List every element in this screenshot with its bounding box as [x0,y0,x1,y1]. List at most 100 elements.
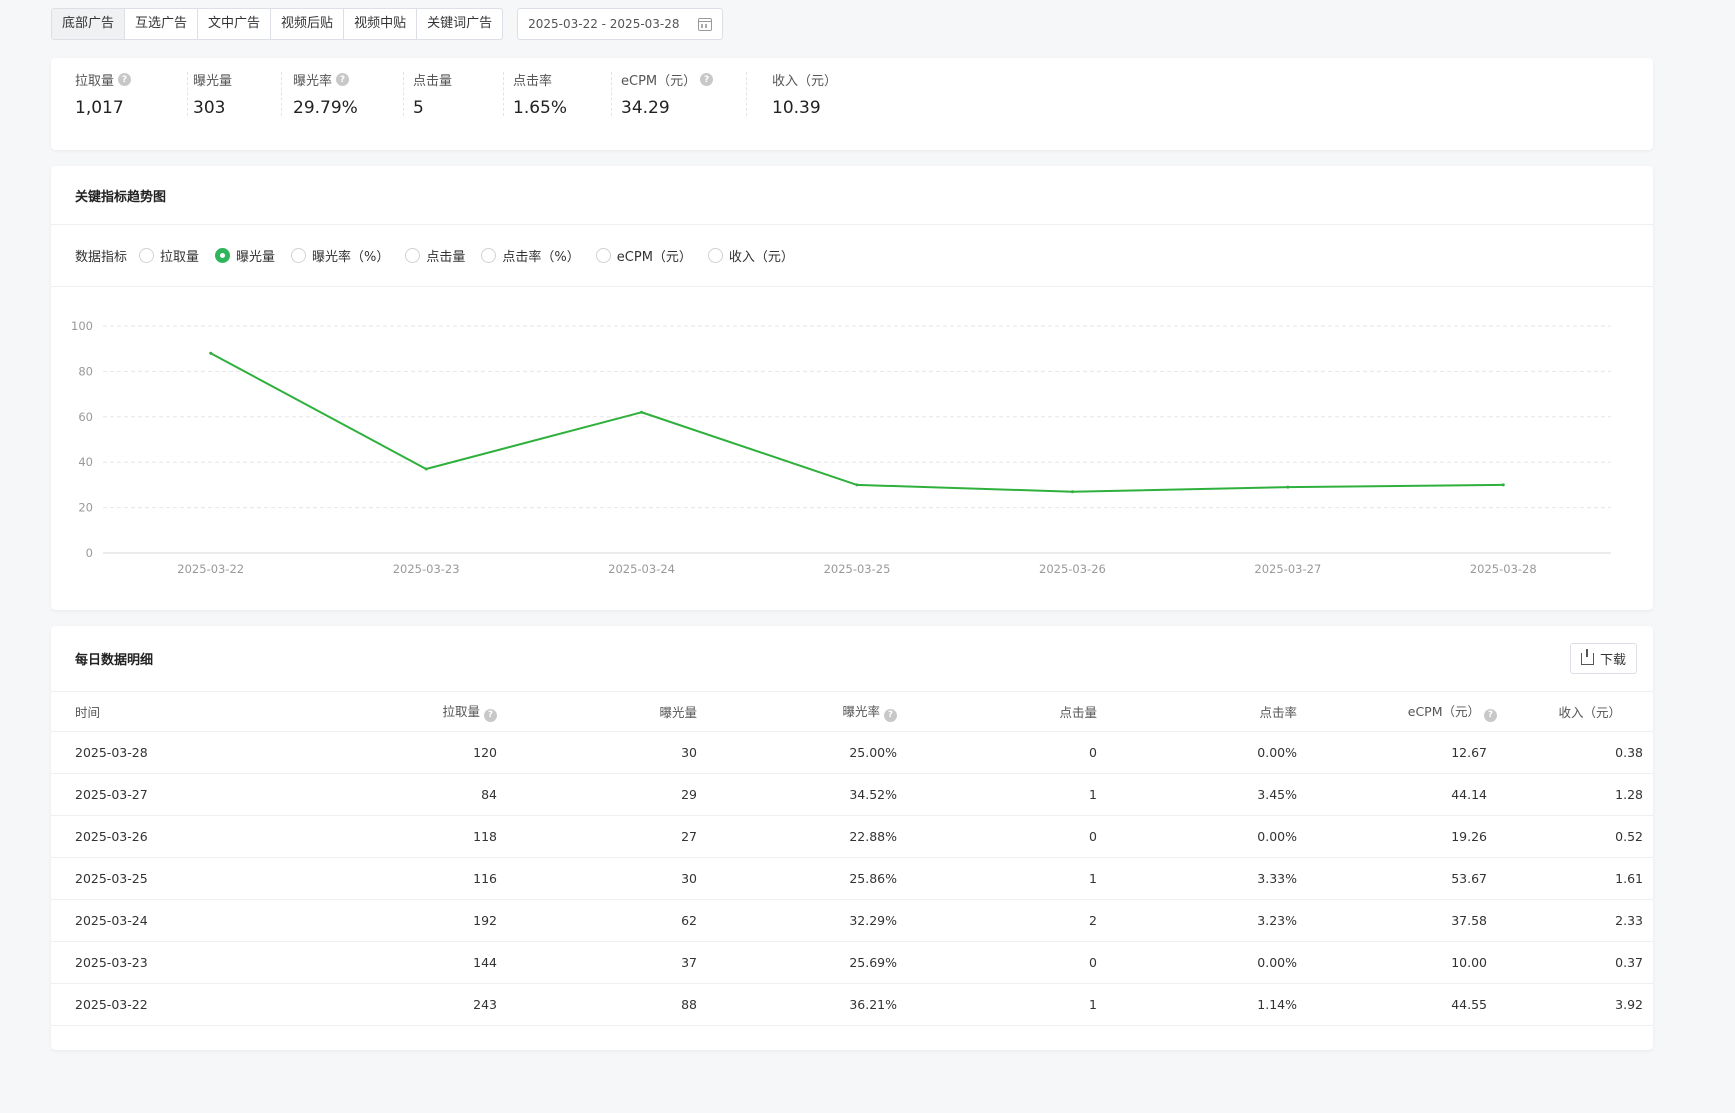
metric-value: 29.79% [293,98,358,118]
cell-clicks: 1 [907,773,1107,816]
help-icon[interactable]: ? [484,708,497,722]
cell-pull-count: 144 [261,941,507,984]
radio-dot[interactable] [291,248,307,263]
radio-ecpm[interactable]: eCPM（元） [595,246,692,265]
x-tick-label: 2025-03-27 [1254,562,1321,576]
cell-clicks: 0 [907,815,1107,858]
data-point [640,410,644,414]
y-tick-label: 0 [86,546,93,560]
column-header-label: 拉取量 [442,704,480,720]
radio-impression-rate[interactable]: 曝光率（%） [291,246,389,265]
cell-pull-count: 120 [261,731,507,774]
radio-revenue[interactable]: 收入（元） [707,246,794,265]
cell-pull-count: 192 [261,899,507,942]
separator [503,72,504,116]
metric-label: 曝光量 [193,74,233,89]
divider [51,224,1653,225]
summary-metric-ctr: 点击率 1.65% [503,58,621,150]
cell-impression-rate: 22.88% [707,815,907,858]
tab-mutual-select-ad[interactable]: 互选广告 [125,9,199,39]
cell-time: 2025-03-27 [51,773,261,816]
column-header-impressions: 曝光量 [507,691,707,732]
cell-impressions: 88 [507,983,707,1026]
radio-label: 点击率（%） [502,250,580,265]
radio-dot[interactable] [707,248,723,263]
separator [403,72,404,116]
tab-bottom-ad[interactable]: 底部广告 [52,9,126,39]
download-button[interactable]: 下载 [1569,643,1637,674]
data-point [855,483,859,487]
cell-time: 2025-03-26 [51,815,261,858]
radio-dot[interactable] [215,248,231,263]
radio-dot[interactable] [595,248,611,263]
table-row: 2025-03-28 120 30 25.00% 0 0.00% 12.67 0.38 [51,731,1653,774]
column-header-label: 曝光量 [659,705,697,720]
help-icon[interactable]: ? [884,708,897,722]
metric-radio-group: 数据指标 拉取量 曝光量 曝光率（%） 点击量 点击率（%） eCPM（元） 收… [51,225,1653,286]
radio-impressions[interactable]: 曝光量 [215,246,275,265]
y-tick-label: 40 [78,455,93,469]
separator [281,72,282,116]
separator [746,72,747,116]
help-icon[interactable]: ? [1484,708,1497,722]
radio-label: 点击量 [426,250,466,265]
tab-in-article-ad[interactable]: 文中广告 [198,9,272,39]
tab-keyword-ad[interactable]: 关键词广告 [427,16,493,31]
cell-ecpm: 37.58 [1307,899,1507,942]
tab-video-mid-roll[interactable]: 视频中贴 [344,9,418,39]
y-tick-label: 80 [78,364,93,378]
cell-clicks: 2 [907,899,1107,942]
help-icon[interactable]: ? [700,73,714,86]
column-header-label: 时间 [75,705,101,720]
daily-detail-header: 每日数据明细 下载 [51,626,1653,691]
column-header-label: 点击率 [1259,705,1297,720]
date-range-picker[interactable]: 2025-03-22 - 2025-03-28 [517,8,724,40]
data-point [1286,485,1290,489]
metric-value: 1.65% [513,98,568,118]
download-icon [1580,648,1594,665]
x-tick-label: 2025-03-22 [177,562,244,576]
column-header-ecpm: eCPM（元）? [1307,691,1507,732]
cell-impression-rate: 25.86% [707,857,907,900]
cell-ctr: 0.00% [1107,731,1307,774]
daily-detail-title: 每日数据明细 [75,653,154,668]
summary-metric-clicks: 点击量 5 [403,58,513,150]
radio-dot[interactable] [481,248,497,263]
divider [51,286,1653,287]
column-header-pull-count: 拉取量? [261,691,507,732]
cell-time: 2025-03-28 [51,731,261,774]
help-icon[interactable]: ? [118,73,132,86]
calendar-icon[interactable] [698,17,713,31]
cell-impressions: 62 [507,899,707,942]
tab-video-post-roll[interactable]: 视频后贴 [271,9,345,39]
daily-detail-table: 时间 拉取量? 曝光量 曝光率? 点击量 点击率 eCPM（元）? 收入（元） 2025-03… [51,691,1653,1026]
radio-label: 收入（元） [728,250,794,265]
radio-dot[interactable] [139,248,155,263]
y-tick-label: 60 [78,410,93,424]
cell-time: 2025-03-22 [51,983,261,1026]
cell-revenue: 0.37 [1507,941,1653,984]
summary-metric-impressions: 曝光量 303 [187,58,293,150]
metric-label: 曝光率 [293,74,333,89]
radio-clicks[interactable]: 点击量 [405,246,465,265]
radio-pull-count[interactable]: 拉取量 [139,246,199,265]
help-icon[interactable]: ? [336,73,350,86]
radio-dot[interactable] [405,248,421,263]
cell-clicks: 0 [907,941,1107,984]
cell-ctr: 3.23% [1107,899,1307,942]
metric-selector-label: 数据指标 [75,250,128,265]
radio-ctr[interactable]: 点击率（%） [481,246,580,265]
cell-pull-count: 243 [261,983,507,1026]
y-tick-label: 100 [71,319,93,333]
radio-label: 拉取量 [160,250,200,265]
metric-value: 303 [193,98,226,118]
cell-impressions: 27 [507,815,707,858]
summary-card: 拉取量? 1,017 曝光量 303 曝光率? 29.79% 点击量 5 点击率… [51,58,1653,150]
cell-ctr: 0.00% [1107,815,1307,858]
cell-ecpm: 19.26 [1307,815,1507,858]
radio-label: 曝光率（%） [312,250,390,265]
x-tick-label: 2025-03-28 [1470,562,1537,576]
column-header-revenue: 收入（元） [1507,691,1653,732]
metric-value: 1,017 [75,98,124,118]
metric-label: eCPM（元） [621,74,697,89]
